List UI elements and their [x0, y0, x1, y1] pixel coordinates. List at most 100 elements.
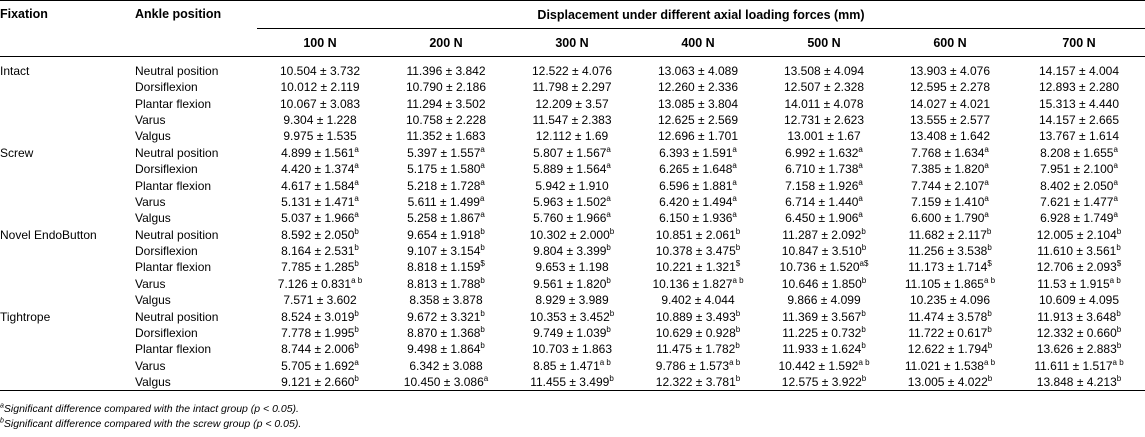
value-cell: 7.951 ± 2.100a [1013, 161, 1145, 177]
value-text: 5.705 ± 1.692 [281, 358, 355, 373]
ankle-position-cell: Valgus [135, 211, 171, 226]
significance-mark: b [861, 308, 866, 318]
fixation-cell [0, 358, 135, 374]
fixation-cell [0, 374, 135, 392]
significance-mark: a b [1109, 275, 1121, 285]
value-cell: 13.848 ± 4.213b [1013, 374, 1145, 392]
significance-mark: a [984, 161, 989, 171]
header-force: 700 N [1062, 35, 1096, 50]
value-cell: 11.611 ± 1.517a b [1013, 358, 1145, 374]
value-cell: 14.157 ± 4.004 [1013, 57, 1145, 80]
value-cell: 10.353 ± 3.452b [509, 308, 635, 324]
value-text: 4.420 ± 1.374 [281, 162, 355, 177]
value-cell: 11.913 ± 3.648b [1013, 308, 1145, 324]
significance-mark: a [1113, 193, 1118, 203]
value-cell: 5.397 ± 1.557a [383, 145, 509, 161]
value-text: 12.112 ± 1.69 [535, 129, 609, 144]
value-text: 10.235 ± 4.096 [910, 293, 990, 308]
value-text: 10.790 ± 2.186 [406, 80, 486, 95]
value-text: 8.358 ± 3.878 [409, 293, 483, 308]
value-cell: 10.136 ± 1.827a b [635, 276, 761, 292]
value-cell: 12.706 ± 2.093$ [1013, 259, 1145, 275]
fixation-cell [0, 128, 135, 144]
fixation-cell [0, 79, 135, 95]
value-cell: 7.768 ± 1.634a [887, 145, 1013, 161]
value-cell: 11.225 ± 0.732b [761, 325, 887, 341]
value-cell: 7.778 ± 1.995b [257, 325, 383, 341]
footnote: aSignificant difference compared with th… [0, 402, 301, 417]
value-cell: 5.131 ± 1.471a [257, 194, 383, 210]
value-cell: 10.889 ± 3.493b [635, 308, 761, 324]
significance-mark: a [1113, 144, 1118, 154]
value-cell: 8.744 ± 2.006b [257, 341, 383, 357]
value-cell: 10.851 ± 2.061b [635, 227, 761, 243]
fixation-cell [0, 259, 135, 275]
ankle-position-cell: Dorsiflexion [135, 162, 198, 177]
value-text: 7.385 ± 1.820 [911, 162, 985, 177]
value-text: 9.653 ± 1.198 [535, 260, 609, 275]
value-text: 11.021 ± 1.538 [904, 358, 984, 373]
value-cell: 8.592 ± 2.050b [257, 227, 383, 243]
value-cell: 11.682 ± 2.117b [887, 227, 1013, 243]
value-cell: 11.933 ± 1.624b [761, 341, 887, 357]
value-text: 5.760 ± 1.966 [533, 211, 607, 226]
header-force: 300 N [555, 35, 589, 50]
significance-mark: b [354, 259, 359, 269]
value-text: 11.173 ± 1.714 [908, 260, 988, 275]
significance-mark: a [354, 177, 359, 187]
value-text: 6.420 ± 1.494 [659, 194, 733, 209]
significance-mark: b [861, 374, 867, 384]
significance-mark: a [480, 161, 485, 171]
significance-mark: a [984, 193, 989, 203]
value-text: 10.504 ± 3.732 [280, 64, 360, 78]
value-text: 5.175 ± 1.580 [407, 162, 481, 177]
value-cell: 9.749 ± 1.039b [509, 325, 635, 341]
footnote-mark: b [0, 417, 4, 425]
significance-mark: a [480, 144, 485, 154]
significance-mark: a [354, 161, 359, 171]
value-text: 11.611 ± 1.517 [1034, 358, 1113, 373]
value-text: 12.507 ± 2.328 [784, 80, 864, 95]
table-row: Varus 9.304 ± 1.228 10.758 ± 2.228 11.547 ±… [0, 112, 1145, 128]
table-row: Dorsiflexion 7.778 ± 1.995b 8.870 ± 1.368b… [0, 325, 1145, 341]
value-cell: 5.611 ± 1.499a [383, 194, 509, 210]
significance-mark: b [606, 325, 611, 335]
value-cell: 8.164 ± 2.531b [257, 243, 383, 259]
significance-mark: b [735, 341, 740, 351]
significance-mark: b [354, 341, 359, 351]
significance-mark: b [480, 243, 485, 253]
value-text: 10.646 ± 1.850 [781, 276, 862, 291]
significance-mark: a [354, 193, 359, 203]
value-cell: 6.710 ± 1.738a [761, 161, 887, 177]
ankle-position-cell: Valgus [135, 374, 257, 392]
significance-mark: a [984, 144, 989, 154]
value-cell: 8.813 ± 1.788b [383, 276, 509, 292]
value-text: 13.626 ± 2.883 [1036, 342, 1117, 357]
value-cell: 10.609 ± 4.095 [1013, 292, 1145, 308]
significance-mark: b [354, 226, 359, 236]
value-cell: 13.085 ± 3.804 [635, 95, 761, 111]
value-cell: 10.378 ± 3.475b [635, 243, 761, 259]
value-cell: 11.369 ± 3.567b [761, 308, 887, 324]
value-cell: 9.975 ± 1.535 [257, 128, 383, 144]
footnote-text: Significant difference compared with the… [3, 418, 302, 430]
value-text: 5.963 ± 1.502 [533, 194, 607, 209]
value-cell: 10.504 ± 3.732 [257, 57, 383, 80]
value-cell: 11.722 ± 0.617b [887, 325, 1013, 341]
significance-mark: b [1116, 341, 1122, 351]
header-ankle-position: Ankle position [135, 7, 222, 21]
significance-mark: b [480, 275, 485, 285]
value-text: 13.767 ± 1.614 [1039, 129, 1119, 144]
table-row: Varus 7.126 ± 0.831a b 8.813 ± 1.788b 9.561… [0, 276, 1145, 292]
value-cell: 6.393 ± 1.591a [635, 145, 761, 161]
value-text: 9.304 ± 1.228 [283, 112, 357, 127]
significance-mark: a [1113, 210, 1118, 220]
significance-mark: b [480, 308, 485, 318]
value-text: 6.150 ± 1.936 [659, 211, 733, 226]
table-row: Plantar flexion 10.067 ± 3.083 11.294 ± 3.… [0, 95, 1145, 111]
value-cell: 8.85 ± 1.471a b [509, 358, 635, 374]
value-text: 11.396 ± 3.842 [406, 64, 486, 78]
value-text: 12.322 ± 3.781 [655, 375, 736, 390]
value-cell: 11.105 ± 1.865a b [887, 276, 1013, 292]
